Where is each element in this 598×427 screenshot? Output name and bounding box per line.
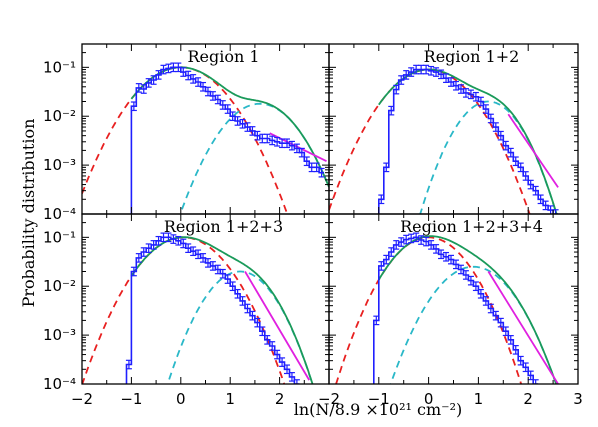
x-axis-label: ln(N/8.9 ×10²¹ cm⁻²) [294,400,463,419]
y-tick-label: 10⁻¹ [43,58,76,76]
powerlaw-fit [507,113,559,188]
y-tick-label: 10⁻¹ [43,228,76,246]
panel-frame [328,43,579,215]
x-tick-label: 3 [573,390,583,408]
total-fit-curve [130,236,314,384]
x-tick-label: 2 [275,390,285,408]
powerlaw-fit [244,271,311,381]
panel-frame [81,213,330,385]
low-density-gaussian [82,236,286,384]
panel-frame [328,213,579,385]
y-tick-label: 10⁻³ [43,156,76,174]
panel-title: Region 1+2 [424,47,520,66]
histogram-step [378,68,559,214]
y-tick-label: 10⁻⁴ [43,375,76,393]
plot-area [82,62,329,214]
low-density-gaussian [335,236,523,384]
panel-title: Region 1+2+3+4 [400,217,543,236]
total-fit-curve [378,68,558,214]
x-tick-label: −1 [368,390,390,408]
y-tick-label: 10⁻² [43,277,76,295]
x-tick-label: 0 [176,390,186,408]
plot-area [82,232,314,384]
x-tick-label: 1 [474,390,484,408]
x-tick-label: 0 [424,390,434,408]
total-fit-curve [130,66,329,188]
y-tick-label: 10⁻² [43,107,76,125]
panel-title: Region 1 [187,47,259,66]
panel-2: Region 1+2 [328,43,579,215]
high-density-gaussian [166,270,314,384]
panel-4: Region 1+2+3+4 −2 −1 0 1 2 3 [318,213,583,408]
y-tick-label: 10⁻³ [43,326,76,344]
histogram-step [125,236,300,384]
plot-area [335,232,559,384]
y-axis-label: Probability distribution [19,119,38,308]
x-tick-label: 1 [225,390,235,408]
x-tick-label: −2 [318,390,340,408]
x-tick-label: 2 [523,390,533,408]
x-tick-label: −1 [120,390,142,408]
panel-frame [81,43,330,215]
plot-area [329,64,559,214]
total-fit-curve [378,235,558,384]
x-tick-label: −2 [71,390,93,408]
panel-title: Region 1+2+3 [164,217,283,236]
powerlaw-fit [487,271,559,384]
panel-1: Region 1 10⁻¹ 10⁻² 10⁻³ 10⁻⁴ [43,43,330,223]
panel-3: Region 1+2+3 10⁻¹ 10⁻² 10⁻³ 10⁻⁴−2 −1 0 1 2 [43,213,330,408]
y-tick-label: 10⁻⁴ [43,205,76,223]
